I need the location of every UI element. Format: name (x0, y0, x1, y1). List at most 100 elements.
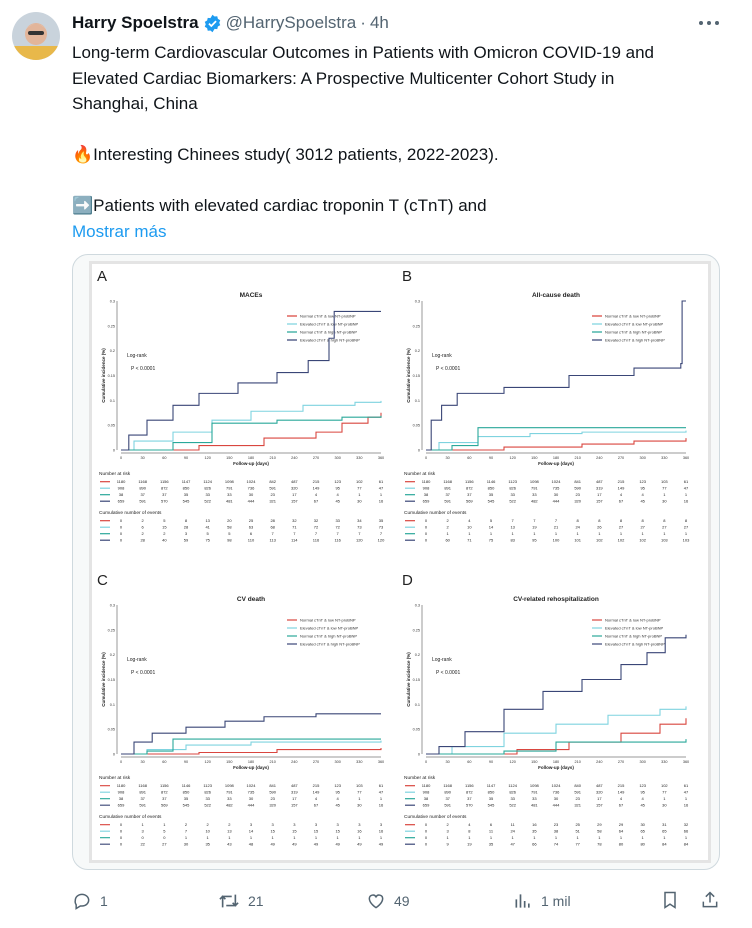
views-count: 1 mil (541, 893, 571, 909)
table-value: 1 (272, 835, 275, 840)
table-value: 1 (358, 835, 361, 840)
table-value: 120 (378, 538, 385, 543)
table-value: 30 (662, 499, 667, 504)
table-value: 4 (337, 492, 340, 497)
table-value: 1 (555, 531, 558, 536)
x-tick-label: 90 (184, 456, 188, 460)
table-value: 444 (553, 499, 560, 504)
table-value: 95 (335, 790, 340, 795)
table-value: 27 (662, 525, 667, 530)
media[interactable]: A MACEs 0 0.05 0.1 0.15 0.2 0.25 0.3 0 30 60 90 120 15… (72, 254, 720, 870)
retweet-button[interactable]: 21 (218, 888, 264, 914)
like-button[interactable]: 49 (366, 888, 410, 914)
x-tick-label: 300 (639, 456, 645, 460)
table-value: 77 (662, 790, 667, 795)
y-tick-label: 0 (113, 449, 115, 453)
x-axis-label: Follow-up (days) (233, 765, 269, 770)
table-value: 872 (466, 790, 473, 795)
table-value: 2 (447, 822, 450, 827)
table-value: 736 (248, 486, 255, 491)
table-value: 5 (490, 518, 493, 523)
author-name[interactable]: Harry Spoelstra (72, 13, 199, 32)
x-axis-label: Follow-up (days) (538, 461, 574, 466)
text-line: 🔥Interesting Chinees study( 3012 patient… (72, 145, 499, 164)
timestamp[interactable]: 4h (369, 13, 389, 32)
table-value: 590 (269, 790, 276, 795)
table-value: 0 (425, 829, 428, 834)
legend-label: Elevated cTnT & low NT-proBNP (605, 322, 664, 327)
table-value: 7 (512, 518, 515, 523)
table-value: 0 (425, 518, 428, 523)
table-value: 2 (447, 518, 450, 523)
table-value: 5 (228, 531, 231, 536)
table-value: 522 (509, 499, 516, 504)
table-value: 149 (618, 486, 625, 491)
table-value: 872 (161, 486, 168, 491)
risk-title: Number at risk (99, 775, 131, 781)
table-value: 320 (574, 499, 581, 504)
handle[interactable]: @HarrySpoelstra (225, 13, 357, 32)
table-value: 0 (425, 835, 428, 840)
more-menu[interactable] (698, 16, 720, 30)
table-value: 1 (468, 835, 471, 840)
risk-title: Number at risk (404, 775, 436, 781)
table-value: 545 (183, 803, 190, 808)
table-value: 103 (356, 783, 363, 788)
table-value: 45 (335, 499, 340, 504)
y-tick-label: 0.2 (415, 653, 420, 657)
table-value: 3 (447, 829, 450, 834)
table-value: 319 (291, 790, 298, 795)
text-line: Shanghai, China (72, 94, 198, 113)
table-value: 487 (291, 783, 298, 788)
table-value: 37 (140, 796, 145, 801)
table-value: 1156 (465, 479, 474, 484)
table-value: 16 (379, 829, 384, 834)
table-value: 14 (489, 525, 494, 530)
table-value: 61 (684, 783, 689, 788)
table-value: 791 (531, 790, 538, 795)
table-value: 0 (425, 531, 428, 536)
table-value: 113 (269, 538, 276, 543)
x-tick-label: 30 (446, 456, 450, 460)
table-value: 1 (685, 835, 688, 840)
legend-label: Elevated cTnT & high NT-proBNP (300, 642, 360, 647)
show-more-link[interactable]: Mostrar más (72, 221, 167, 241)
table-value: 30 (357, 803, 362, 808)
table-value: 6 (142, 525, 145, 530)
share-button[interactable] (700, 890, 720, 910)
table-value: 2 (185, 822, 188, 827)
y-tick-label: 0.3 (415, 604, 420, 608)
table-value: 872 (161, 790, 168, 795)
table-value: 13 (227, 829, 232, 834)
x-axis-label: Follow-up (days) (233, 461, 269, 466)
reply-button[interactable]: 1 (72, 888, 108, 914)
table-value: 736 (553, 790, 560, 795)
table-value: 545 (183, 499, 190, 504)
avatar[interactable] (12, 12, 60, 60)
views-button[interactable]: 1 mil (513, 888, 571, 914)
table-value: 659 (423, 499, 430, 504)
table-value: 29 (619, 822, 624, 827)
table-value: 16 (379, 803, 384, 808)
table-value: 73 (357, 525, 362, 530)
log-rank: Log-rank (127, 657, 147, 663)
table-value: 19 (532, 525, 537, 530)
table-value: 1 (533, 531, 536, 536)
table-value: 49 (335, 842, 340, 847)
bookmark-button[interactable] (660, 890, 680, 910)
table-value: 659 (118, 499, 125, 504)
table-value: 791 (226, 486, 233, 491)
table-value: 49 (314, 842, 319, 847)
table-value: 1 (315, 835, 318, 840)
table-value: 63 (249, 525, 254, 530)
table-value: 102 (661, 783, 668, 788)
incidence-curve (121, 738, 381, 755)
table-value: 1 (358, 796, 361, 801)
y-tick-label: 0.2 (110, 653, 115, 657)
risk-title: Number at risk (404, 471, 436, 477)
table-value: 37 (140, 492, 145, 497)
table-value: 24 (575, 525, 580, 530)
panel-title: CV-related rehospitalization (513, 596, 599, 603)
x-tick-label: 30 (141, 456, 145, 460)
